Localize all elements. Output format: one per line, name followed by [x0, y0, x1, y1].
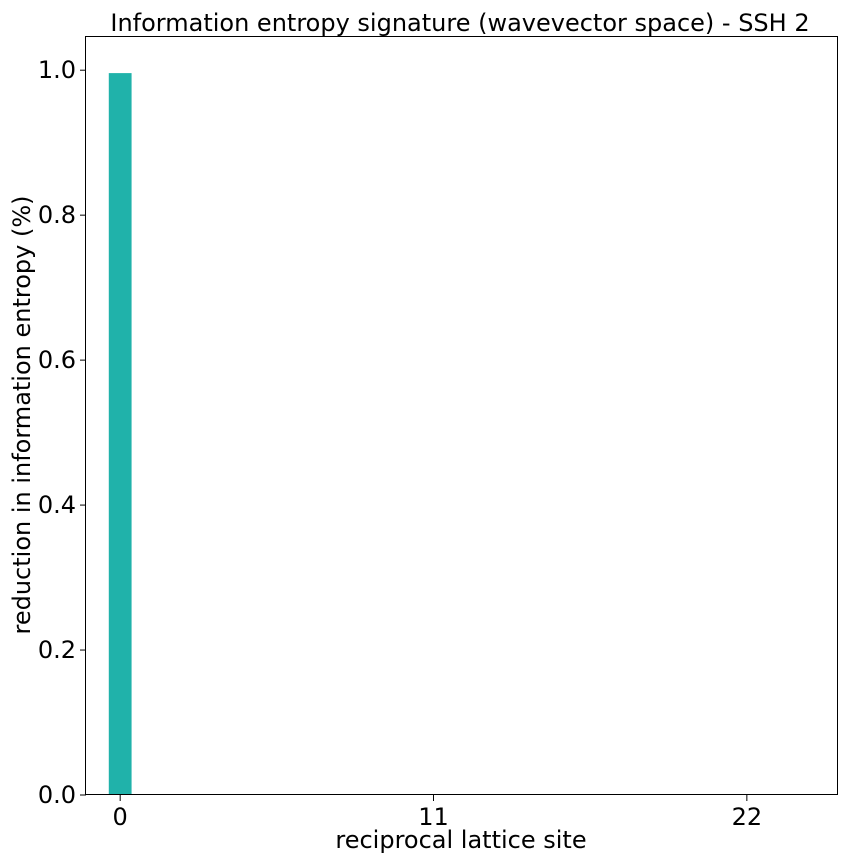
y-tick-label: 0.8 — [38, 201, 76, 229]
x-tick-label: 0 — [113, 803, 128, 831]
y-tick-label: 0.2 — [38, 636, 76, 664]
chart-title: Information entropy signature (wavevecto… — [110, 9, 809, 37]
y-tick-label: 1.0 — [38, 56, 76, 84]
x-axis-label: reciprocal lattice site — [335, 826, 586, 854]
bar-site-0 — [108, 73, 132, 796]
x-ticks-group: 0 11 22 — [113, 795, 763, 831]
y-ticks-group: 0.0 0.2 0.4 0.6 0.8 1.0 — [38, 56, 86, 809]
y-axis-label: reduction in information entropy (%) — [8, 195, 36, 634]
bars-group — [108, 73, 132, 796]
y-tick-label: 0.4 — [38, 491, 76, 519]
y-tick-label: 0.0 — [38, 781, 76, 809]
x-tick-label: 22 — [732, 803, 763, 831]
y-tick-label: 0.6 — [38, 346, 76, 374]
plot-frame — [85, 36, 838, 795]
x-tick-label: 11 — [418, 803, 449, 831]
